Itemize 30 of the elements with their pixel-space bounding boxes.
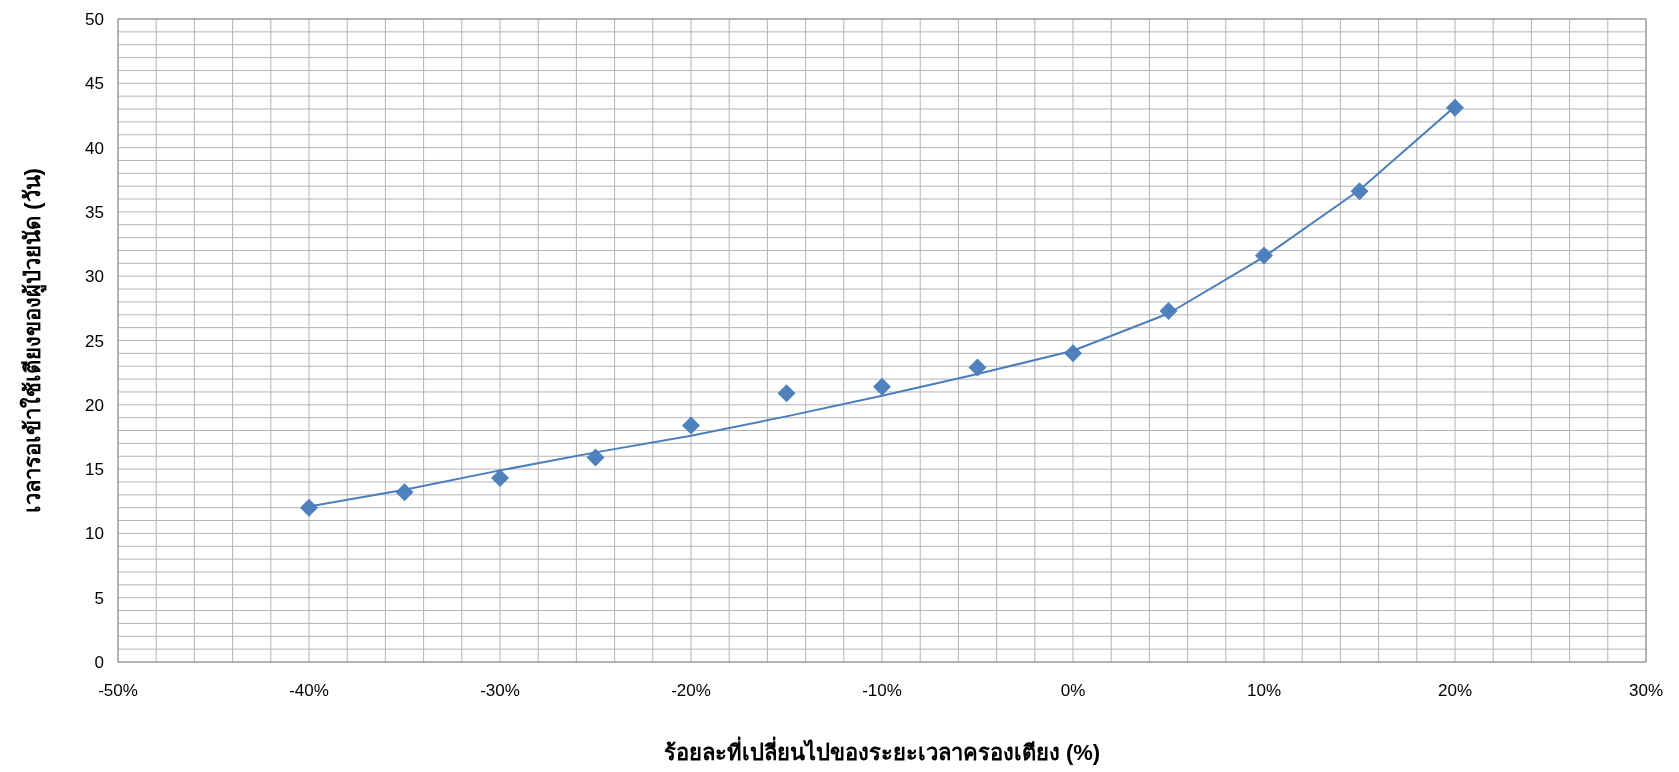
- x-tick-label: -20%: [671, 681, 711, 700]
- y-tick-label: 45: [85, 74, 104, 94]
- x-tick-label: -10%: [862, 681, 902, 700]
- point: [300, 498, 318, 517]
- x-tick-label: 20%: [1437, 681, 1473, 700]
- point: [968, 358, 987, 377]
- y-tick-label: 15: [85, 460, 104, 480]
- y-axis-title: เวลารอเข้าใช้เตียงของผู้ป่วยนัด (วัน): [19, 168, 47, 513]
- point: [1446, 98, 1464, 117]
- x-tick-label: 0%: [1060, 681, 1086, 700]
- y-tick-label: 40: [85, 138, 104, 158]
- x-tick-label: -50%: [98, 681, 138, 700]
- y-tick-label: 25: [85, 331, 104, 351]
- point: [491, 469, 509, 488]
- point: [682, 416, 700, 435]
- x-tick-label: 10%: [1246, 681, 1282, 700]
- x-axis-title: ร้อยละที่เปลี่ยนไปของระยะเวลาครองเตียง (%): [663, 736, 1101, 765]
- y-tick-label: 30: [85, 267, 104, 287]
- point: [777, 384, 796, 403]
- x-tick-label: -40%: [289, 681, 329, 700]
- point: [586, 448, 605, 467]
- y-tick-label: 35: [85, 202, 104, 222]
- y-tick-label: 50: [85, 10, 104, 29]
- y-tick-label: 10: [85, 524, 104, 544]
- y-tick-label: 5: [94, 588, 104, 608]
- point: [873, 377, 891, 396]
- y-tick-label: 0: [94, 653, 104, 672]
- x-tick-label: -30%: [480, 681, 520, 700]
- x-tick-label: 30%: [1628, 681, 1664, 700]
- y-tick-label: 20: [85, 395, 104, 415]
